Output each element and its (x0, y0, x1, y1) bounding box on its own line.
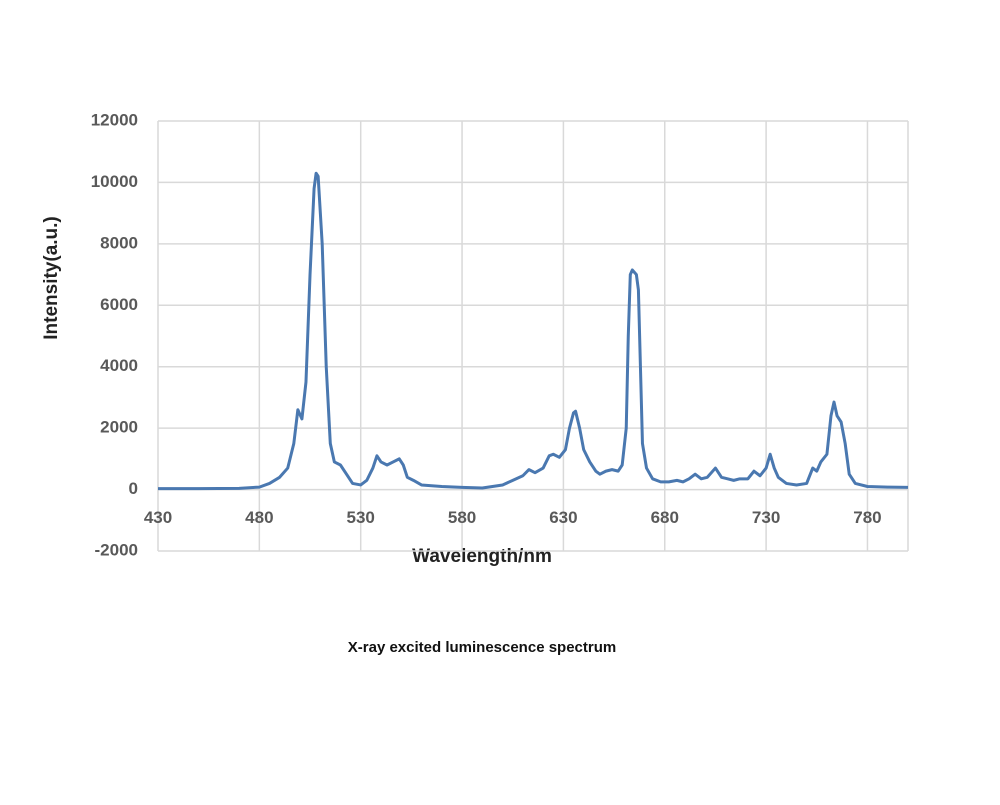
x-tick-label: 530 (347, 508, 375, 527)
x-axis-title: Wavelength/nm (412, 546, 552, 567)
y-tick-label: -2000 (95, 540, 138, 559)
x-tick-label: 680 (651, 508, 679, 527)
y-tick-label: 6000 (100, 295, 138, 314)
y-axis-title: Intensity(a.u.) (41, 216, 62, 340)
x-tick-label: 480 (245, 508, 273, 527)
x-tick-label: 430 (144, 508, 172, 527)
y-tick-label: 2000 (100, 418, 138, 437)
y-tick-label: 0 (129, 479, 138, 498)
x-tick-label: 730 (752, 508, 780, 527)
y-tick-label: 4000 (100, 356, 138, 375)
caption: X-ray excited luminescence spectrum (348, 639, 616, 656)
x-tick-label: 780 (853, 508, 881, 527)
x-tick-label: 580 (448, 508, 476, 527)
y-tick-label: 10000 (91, 172, 138, 191)
x-tick-label: 630 (549, 508, 577, 527)
y-tick-label: 8000 (100, 233, 138, 252)
data-line (158, 171, 909, 491)
y-tick-label: 12000 (91, 110, 138, 129)
